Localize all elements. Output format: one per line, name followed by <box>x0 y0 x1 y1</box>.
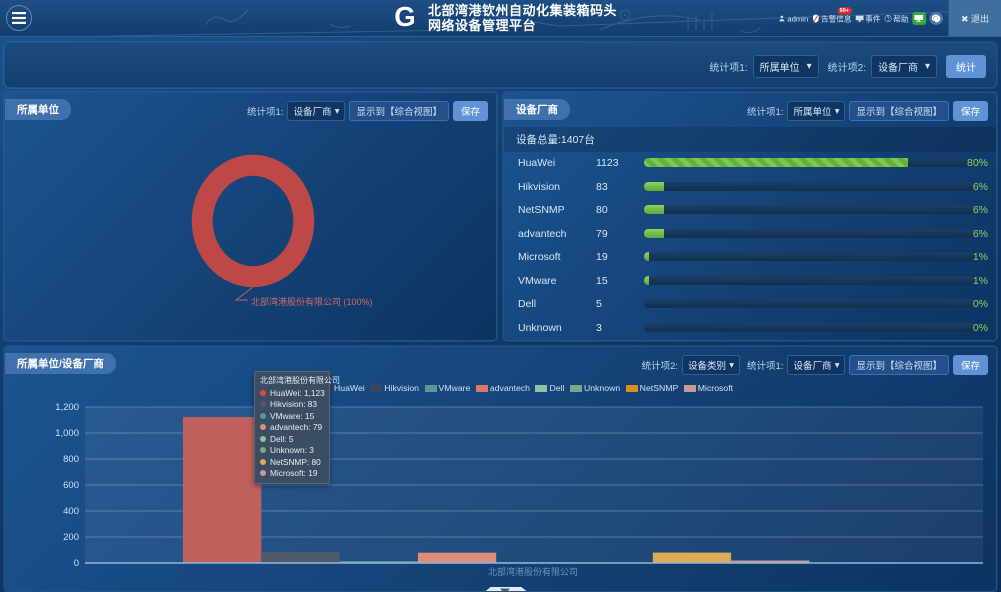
svg-text:北部湾港股份有限公司 (100%): 北部湾港股份有限公司 (100%) <box>251 296 373 307</box>
svg-text:400: 400 <box>63 506 79 517</box>
svg-text:1,000: 1,000 <box>55 428 79 439</box>
svg-text:800: 800 <box>63 454 79 465</box>
svg-text:0: 0 <box>74 558 79 569</box>
svg-text:200: 200 <box>63 532 79 543</box>
svg-text:600: 600 <box>63 480 79 491</box>
svg-text:G: G <box>394 4 415 32</box>
svg-text:1,200: 1,200 <box>55 402 79 413</box>
svg-text:北部湾港股份有限公司: 北部湾港股份有限公司 <box>488 566 578 577</box>
